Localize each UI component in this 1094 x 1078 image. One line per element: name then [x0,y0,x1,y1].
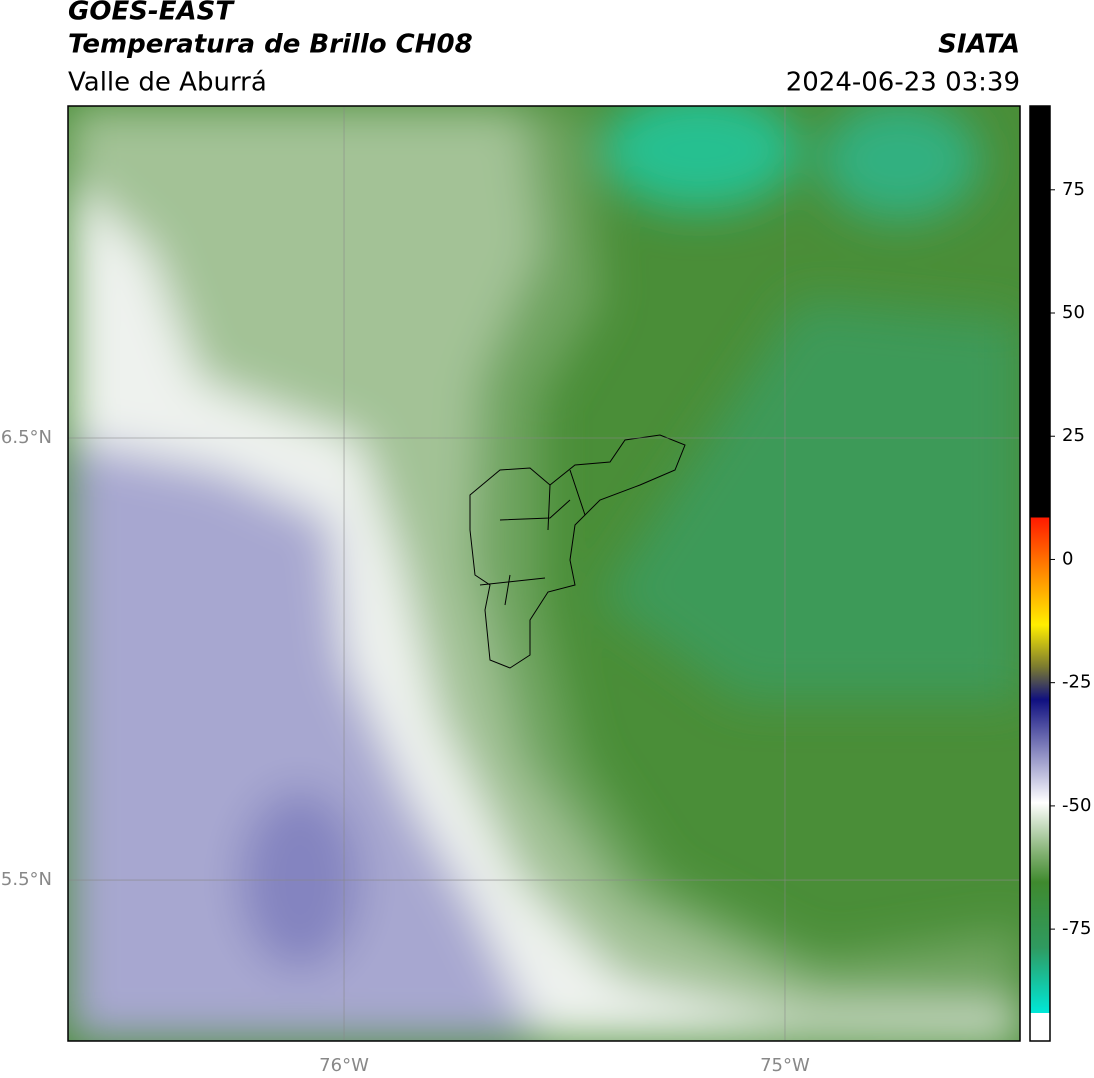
colorbar-tick-label: 75 [1062,179,1085,200]
lon-tick-label: 76°W [319,1055,369,1076]
datetime: 2024-06-23 03:39 [786,68,1020,98]
satellite-image [68,106,1020,1041]
colorbar-tick-label: -75 [1062,918,1091,939]
colorbar [1029,105,1051,1042]
region: Valle de Aburrá [68,68,267,98]
colorbar-tick-label: 50 [1062,302,1085,323]
colorbar-tick-label: 25 [1062,425,1085,446]
subtitle: Temperatura de Brillo CH08 [68,30,473,60]
colorbar-tick-label: 0 [1062,548,1073,569]
map-frame [67,105,1021,1042]
title: GOES-EAST [68,0,235,27]
lat-tick-label: 5.5°N [1,869,52,890]
graticule [68,106,1020,1041]
lat-tick-label: 6.5°N [1,427,52,448]
lon-tick-label: 75°W [760,1055,810,1076]
municipal-boundaries [469,434,686,669]
colorbar-tick-label: -25 [1062,672,1091,693]
colorbar-tick-label: -50 [1062,795,1091,816]
source: SIATA [938,30,1020,60]
